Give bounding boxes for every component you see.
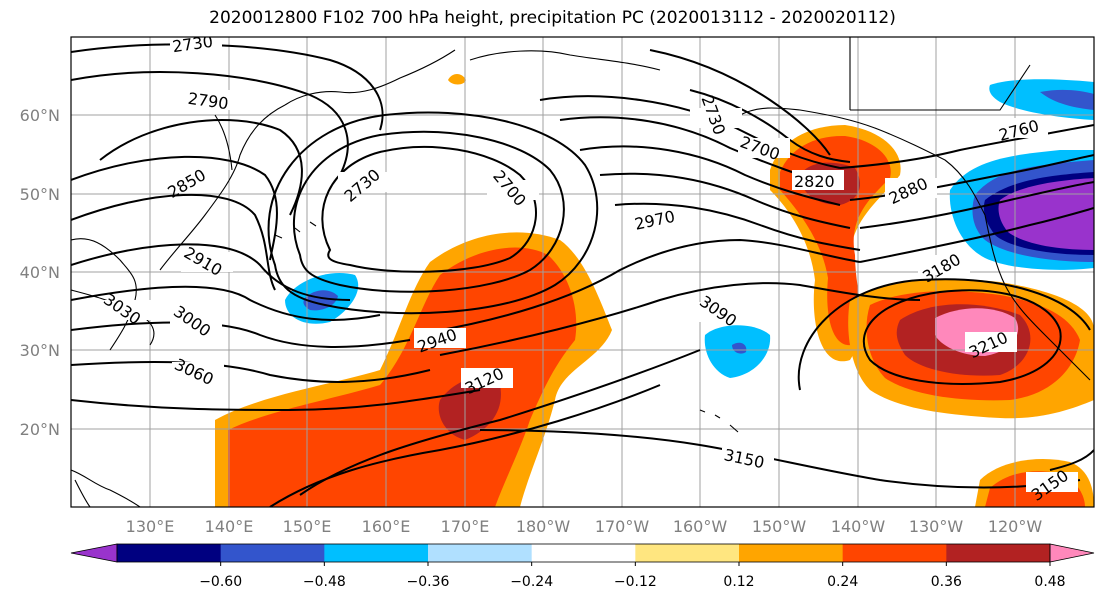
lon-label: 130°E bbox=[126, 517, 175, 536]
colorbar-tick-label: −0.48 bbox=[303, 574, 346, 590]
svg-text:3090: 3090 bbox=[696, 292, 740, 331]
colorbar-frame bbox=[116, 543, 1051, 563]
colorbar: −0.60 −0.48 −0.36 −0.24 −0.12 0.12 0.24 0.36 0.4… bbox=[70, 543, 1095, 590]
colorbar-segment bbox=[531, 544, 636, 562]
colorbar-tick-label: 0.48 bbox=[1034, 574, 1065, 590]
svg-text:2730: 2730 bbox=[171, 32, 214, 56]
lon-label: 170°W bbox=[595, 517, 650, 536]
longitude-labels: 130°E 140°E 150°E 160°E 170°E 180°W 170°… bbox=[126, 517, 1043, 536]
colorbar-extend-low bbox=[70, 543, 118, 563]
svg-text:3060: 3060 bbox=[172, 355, 217, 389]
coastlines bbox=[71, 37, 1091, 507]
lat-label: 40°N bbox=[20, 263, 60, 282]
lat-label: 50°N bbox=[20, 185, 60, 204]
precip-negative-fill bbox=[285, 79, 1094, 378]
colorbar-tick-label: −0.12 bbox=[614, 574, 657, 590]
colorbar-segment bbox=[842, 544, 947, 562]
colorbar-tick-label: −0.60 bbox=[199, 574, 242, 590]
svg-text:2910: 2910 bbox=[181, 243, 226, 280]
lat-label: 20°N bbox=[20, 420, 60, 439]
lon-label: 160°W bbox=[673, 517, 728, 536]
svg-text:3000: 3000 bbox=[170, 302, 214, 341]
colorbar-tick-label: 0.36 bbox=[931, 574, 962, 590]
colorbar-tick-label: 0.24 bbox=[827, 574, 858, 590]
lon-label: 170°E bbox=[441, 517, 490, 536]
lon-label: 150°E bbox=[283, 517, 332, 536]
colorbar-segment bbox=[220, 544, 325, 562]
colorbar-tick-label: −0.36 bbox=[407, 574, 450, 590]
colorbar-tick-label: −0.24 bbox=[510, 574, 553, 590]
lon-label: 120°W bbox=[988, 517, 1043, 536]
lat-label: 60°N bbox=[20, 106, 60, 125]
lat-label: 30°N bbox=[20, 341, 60, 360]
height-contours bbox=[71, 43, 1094, 507]
lon-label: 150°W bbox=[752, 517, 807, 536]
lon-label: 180°W bbox=[516, 517, 571, 536]
svg-text:2820: 2820 bbox=[794, 172, 835, 191]
colorbar-segment bbox=[739, 544, 844, 562]
lon-label: 130°W bbox=[909, 517, 964, 536]
colorbar-segment bbox=[428, 544, 533, 562]
colorbar-segment bbox=[635, 544, 740, 562]
map-frame bbox=[70, 36, 1095, 508]
map-title: 2020012800 F102 700 hPa height, precipit… bbox=[209, 8, 896, 28]
latitude-labels: 60°N 50°N 40°N 30°N 20°N bbox=[20, 106, 60, 439]
colorbar-segment bbox=[117, 544, 222, 562]
lon-label: 160°E bbox=[362, 517, 411, 536]
lon-label: 140°W bbox=[831, 517, 886, 536]
colorbar-tick-label: 0.12 bbox=[723, 574, 754, 590]
lon-label: 140°E bbox=[205, 517, 254, 536]
colorbar-segment bbox=[946, 544, 1051, 562]
colorbar-extend-high bbox=[1049, 543, 1095, 563]
colorbar-segment bbox=[324, 544, 429, 562]
